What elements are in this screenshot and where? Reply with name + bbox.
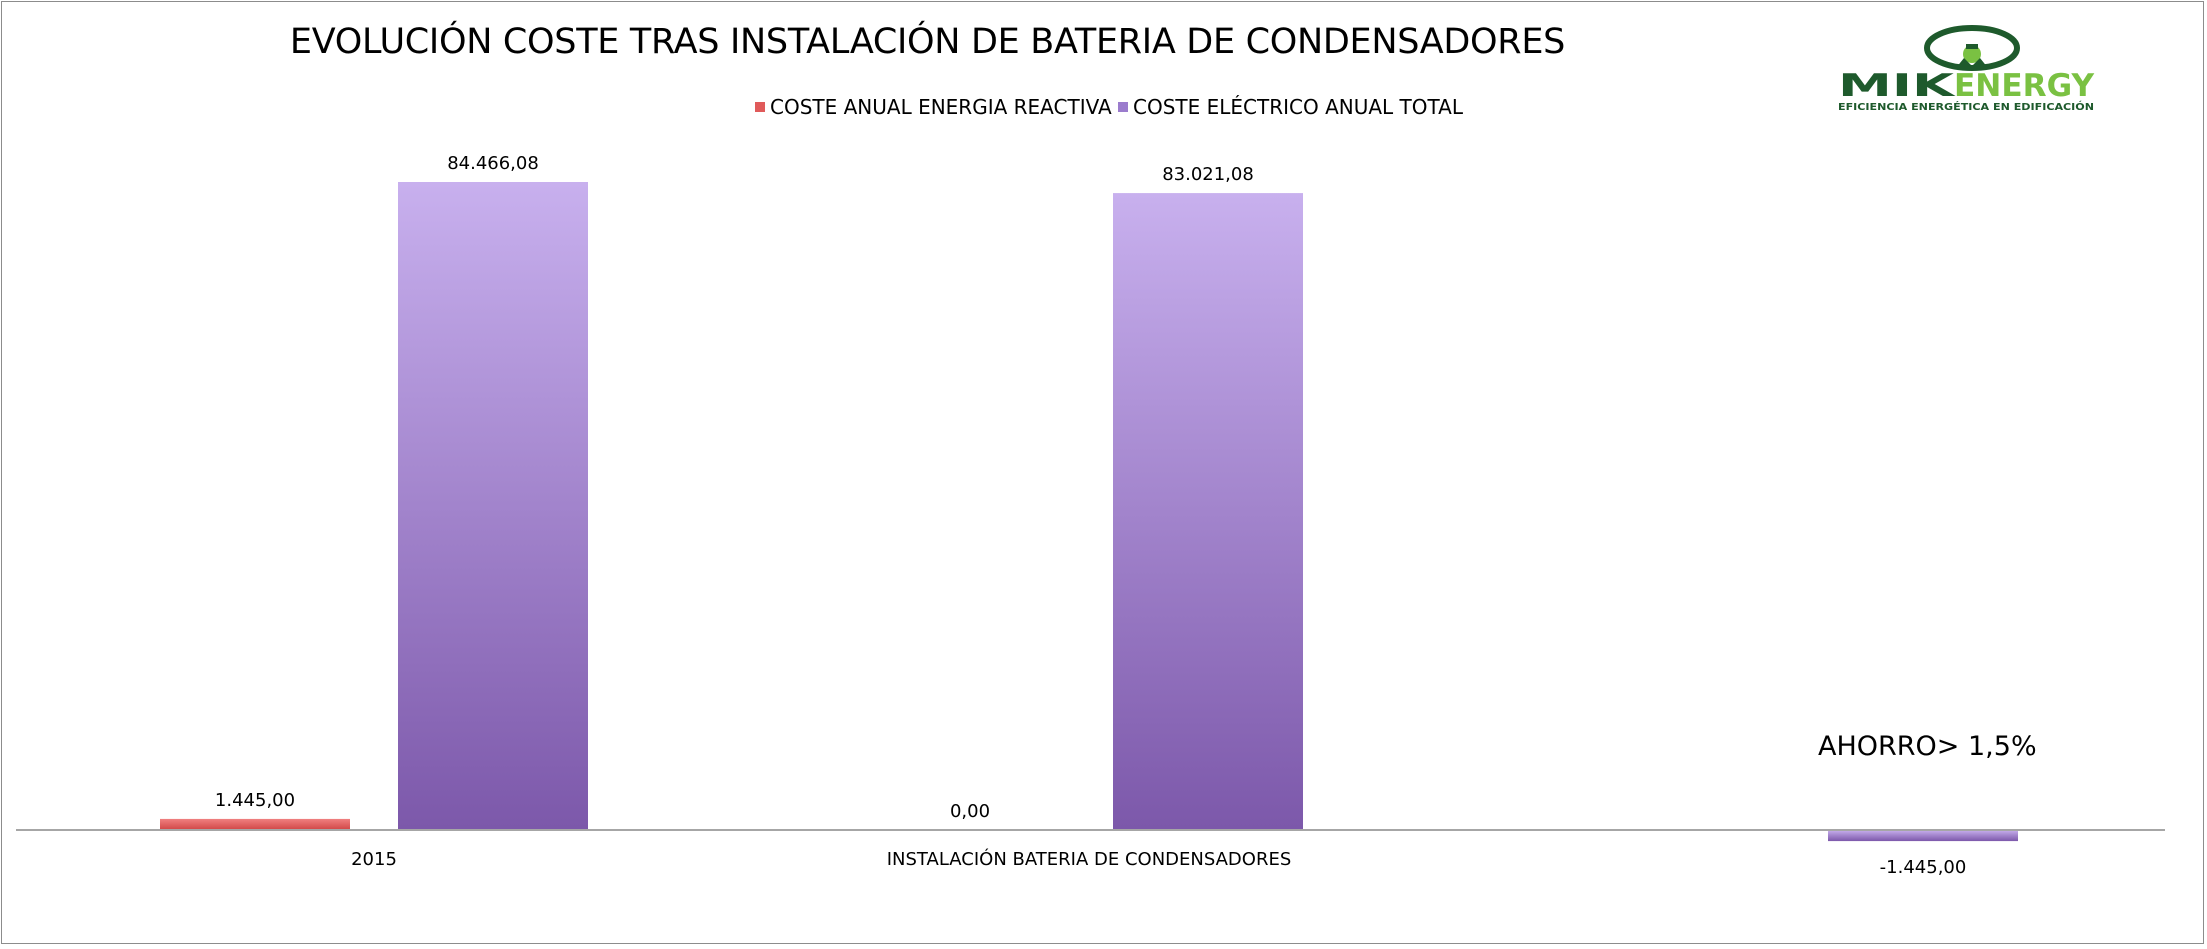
svg-text:MIK: MIK [1838,68,1956,104]
data-label-total-2: -1.445,00 [1880,857,1967,878]
data-label-reactiva-1: 0,00 [950,801,990,822]
bar-total-2 [1828,830,2018,842]
legend-item-total: COSTE ELÉCTRICO ANUAL TOTAL [1118,95,1463,119]
data-label-total-1: 83.021,08 [1162,164,1254,185]
chart-title: EVOLUCIÓN COSTE TRAS INSTALACIÓN DE BATE… [289,22,1566,62]
legend-swatch-total [1118,102,1128,112]
mikenergy-logo: MIK ENERGY EFICIENCIA ENERGÉTICA EN EDIF… [1838,25,2095,113]
legend-label-reactiva: COSTE ANUAL ENERGIA REACTIVA [770,95,1112,119]
bar-total-0 [398,182,588,830]
data-label-total-0: 84.466,08 [447,153,539,174]
x-tick-label-0: 2015 [351,849,397,870]
ahorro-annotation: AHORRO> 1,5% [1818,731,2037,762]
bar-total-1 [1113,193,1303,830]
chart-legend: COSTE ANUAL ENERGIA REACTIVA COSTE ELÉCT… [0,95,2207,121]
legend-swatch-reactiva [755,102,765,112]
x-tick-label-1: INSTALACIÓN BATERIA DE CONDENSADORES [887,848,1292,870]
logo-tagline: EFICIENCIA ENERGÉTICA EN EDIFICACIÓN [1838,100,2094,113]
svg-text:ENERGY: ENERGY [1954,68,2095,104]
bar-reactiva-0 [160,818,350,830]
legend-item-reactiva: COSTE ANUAL ENERGIA REACTIVA [755,95,1112,119]
legend-label-total: COSTE ELÉCTRICO ANUAL TOTAL [1133,95,1463,119]
data-label-reactiva-0: 1.445,00 [215,790,295,811]
